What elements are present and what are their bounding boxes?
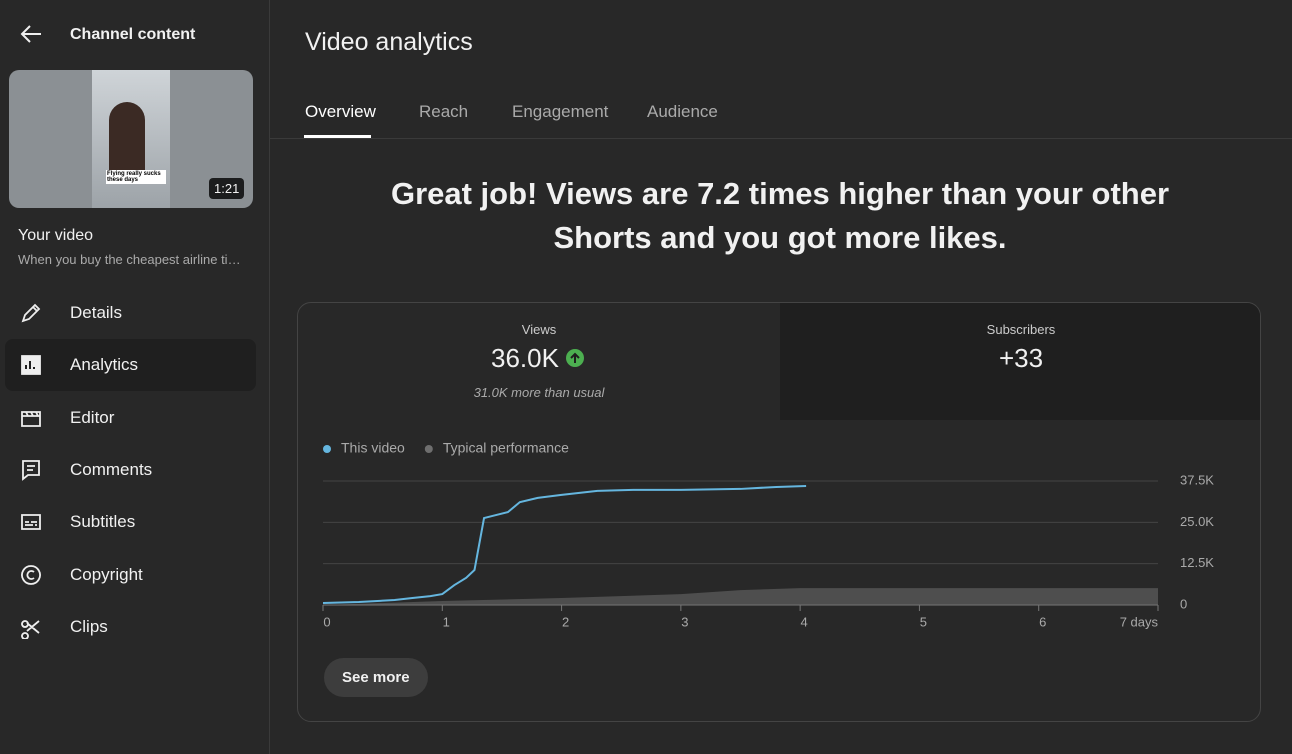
nav-label: Comments	[70, 459, 153, 479]
see-more-button[interactable]: See more	[324, 658, 428, 697]
nav-icon-shape	[22, 459, 40, 481]
metric-label: Subscribers	[986, 322, 1056, 337]
nav-item[interactable]: Comments	[5, 444, 256, 496]
metric-value: +33	[998, 343, 1044, 373]
tab[interactable]: Engagement	[512, 102, 609, 121]
nav-icon	[21, 514, 41, 531]
nav-item[interactable]: Analytics	[5, 339, 256, 392]
sidebar: Channel content Flying really sucks thes…	[0, 0, 270, 754]
nav-label: Editor	[70, 407, 115, 427]
video-title: Your video	[18, 227, 94, 244]
nav-icon-shape	[21, 514, 41, 531]
nav-label: Subtitles	[70, 512, 136, 532]
nav-icon	[21, 619, 40, 639]
metric-value: 36.0K	[491, 343, 559, 373]
nav-item[interactable]: Clips	[5, 601, 256, 653]
nav-item[interactable]: Subtitles	[5, 496, 256, 548]
headline: Great job! Views are 7.2 times higher th…	[390, 176, 1170, 255]
back-icon[interactable]	[20, 24, 42, 44]
nav-icon-bars	[25, 361, 35, 370]
nav-icon	[21, 303, 41, 323]
nav-label: Details	[70, 303, 122, 322]
nav-label: Analytics	[70, 355, 139, 375]
thumbnail-figure	[109, 102, 145, 182]
nav-icon-shape	[21, 619, 40, 639]
page-title: Video analytics	[305, 28, 473, 56]
nav-icon	[21, 355, 41, 376]
nav-icon	[21, 564, 41, 585]
back-label[interactable]: Channel content	[70, 26, 196, 43]
subscribers-panel[interactable]	[780, 303, 1260, 420]
nav-icon-shape	[21, 564, 41, 585]
thumbnail[interactable]: Flying really sucks these days 1:21	[9, 70, 253, 208]
tab[interactable]: Audience	[647, 102, 718, 121]
tab[interactable]: Overview	[305, 102, 376, 121]
nav-item[interactable]: Details	[5, 287, 256, 339]
tab-indicator	[304, 135, 371, 138]
nav-icon	[22, 459, 40, 481]
nav-icon-shape	[21, 303, 41, 323]
nav-item[interactable]: Editor	[5, 392, 256, 444]
nav-icon	[21, 410, 41, 427]
metric-note: 31.0K more than usual	[473, 385, 605, 400]
metric-label: Views	[521, 322, 557, 337]
nav-label: Clips	[70, 616, 108, 636]
duration: 1:21	[209, 178, 245, 199]
nav-label: Copyright	[70, 564, 143, 584]
up-icon	[566, 349, 584, 367]
video-description: When you buy the cheapest airline ti…	[18, 252, 241, 267]
tab-divider	[270, 138, 1292, 139]
tab[interactable]: Reach	[419, 102, 469, 121]
nav-item[interactable]: Copyright	[5, 549, 256, 601]
metrics-card: Views 36.0K 31.0K more than usual Subscr…	[297, 302, 1261, 722]
nav-icon-shape	[21, 410, 41, 427]
thumbnail-caption: Flying really sucks these days	[106, 170, 166, 184]
